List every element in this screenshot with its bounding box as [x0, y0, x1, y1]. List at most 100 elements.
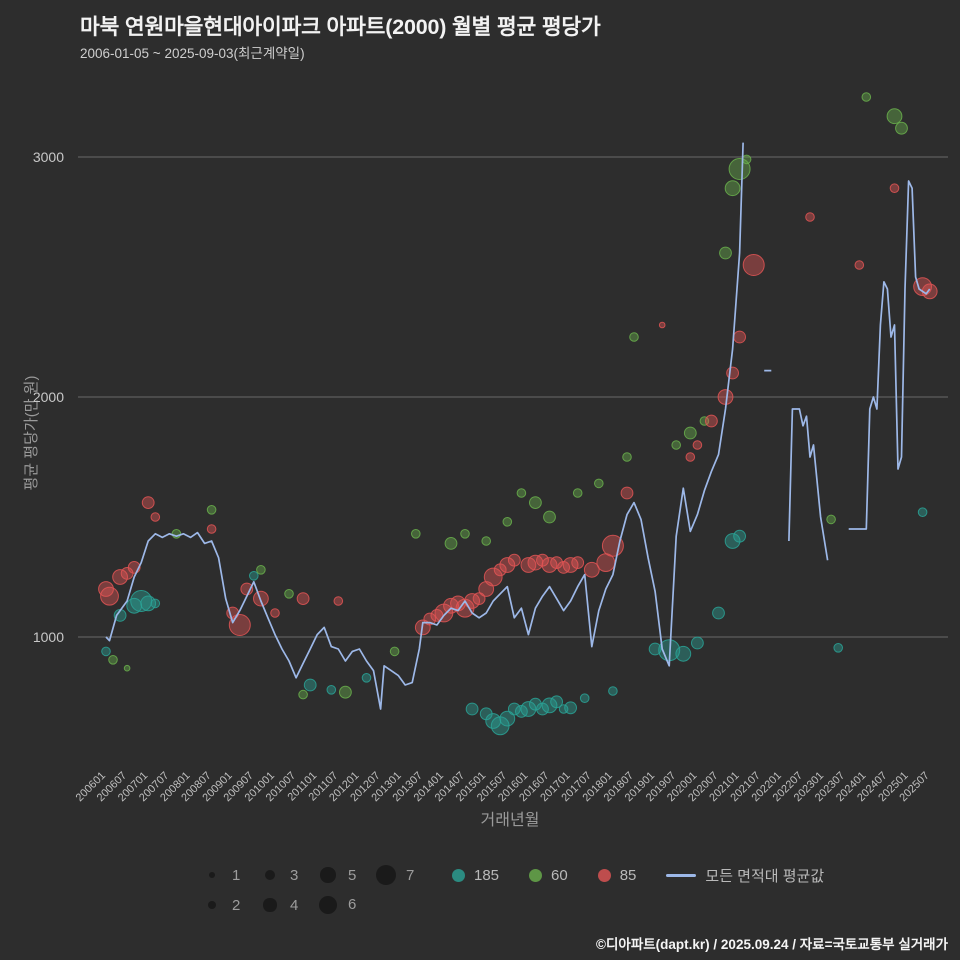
bubble-85	[562, 557, 579, 573]
legend-label-185: 185	[474, 866, 500, 884]
bubble-185	[724, 533, 741, 549]
bubble-85	[550, 556, 563, 569]
legend-item-average-line[interactable]: 모든 면적대 평균값	[666, 865, 824, 886]
legend-size-7[interactable]: 7	[374, 864, 432, 886]
size-circle-icon	[320, 867, 336, 883]
bubble-60	[895, 121, 908, 135]
size-circle-box	[258, 898, 282, 912]
bubble-185	[465, 702, 479, 716]
bubble-185	[833, 643, 844, 653]
bubble-60	[256, 565, 266, 575]
bubble-85	[541, 557, 558, 573]
bubble-185	[564, 701, 577, 715]
legend-item-60[interactable]: 60	[529, 867, 568, 884]
bubble-60	[529, 496, 542, 510]
bubble-185	[541, 697, 558, 714]
bubble-185	[712, 606, 725, 620]
bubble-60	[389, 646, 400, 657]
legend-size-label: 5	[348, 866, 357, 884]
legend-size-label: 2	[232, 896, 241, 914]
average-line	[105, 142, 931, 710]
bubble-60	[719, 246, 732, 260]
bubble-60	[108, 655, 118, 665]
date-range-subtitle: 2006-01-05 ~ 2025-09-03(최근계약일)	[80, 46, 305, 61]
bubble-60	[206, 505, 217, 515]
size-circle-box	[200, 900, 224, 910]
bubble-85	[685, 452, 696, 462]
size-circle-icon	[264, 869, 276, 881]
legend-label-85: 85	[619, 866, 637, 884]
bubble-60	[622, 452, 632, 462]
legend-size-label: 6	[348, 896, 357, 914]
bubble-85	[499, 557, 516, 573]
size-circle-icon	[263, 898, 277, 912]
size-circle-icon	[319, 896, 337, 914]
bubble-85	[430, 609, 444, 622]
bubble-60	[502, 517, 513, 527]
size-circle-icon	[207, 900, 217, 910]
bubble-85	[733, 330, 746, 344]
bubble-60	[861, 92, 872, 102]
size-circle-box	[258, 869, 282, 881]
bubble-85	[889, 183, 900, 193]
bubble-60	[123, 664, 131, 672]
bubble-85	[854, 260, 865, 270]
y-tick-label: 2000	[33, 389, 64, 405]
bubble-185	[361, 673, 372, 683]
bubble-185	[150, 598, 161, 609]
series-legend: 185 60 85 모든 면적대 평균값	[452, 860, 824, 890]
bubble-60	[724, 180, 741, 197]
bubble-60	[826, 514, 836, 525]
bubble-60	[411, 529, 421, 539]
bubble-85	[921, 283, 938, 300]
bubble-size-legend: 1 3 5 7 2 4 6	[200, 860, 432, 920]
legend-size-1[interactable]: 1	[200, 867, 258, 884]
x-axis-title: 거래년월	[480, 812, 540, 829]
legend-label-average-line: 모든 면적대 평균값	[705, 867, 825, 885]
page-title: 마북 연원마을현대아이파크 아파트(2000) 월별 평균 평당가	[80, 15, 601, 39]
bubble-185	[507, 702, 521, 716]
bubble-85	[206, 524, 217, 534]
size-legend-row: 1 3 5 7	[200, 860, 432, 890]
bubble-85	[150, 512, 161, 522]
legend-size-label: 7	[406, 866, 415, 884]
bubble-85	[805, 212, 815, 222]
bubble-85	[333, 596, 344, 606]
bubble-60	[741, 154, 752, 165]
bubble-85	[658, 321, 666, 329]
legend-item-85[interactable]: 85	[597, 866, 637, 884]
legend-size-5[interactable]: 5	[316, 867, 374, 884]
bubble-185	[648, 642, 662, 656]
chart-plot-area: 1000200030002006012006072007012007072008…	[33, 92, 948, 804]
bubble-60	[516, 488, 527, 498]
legend-size-4[interactable]: 4	[258, 897, 316, 914]
y-tick-label: 1000	[33, 629, 64, 645]
bubble-85	[742, 254, 765, 276]
size-circle-box	[316, 867, 340, 883]
bubble-85	[571, 556, 585, 569]
bubble-185	[675, 645, 692, 662]
bubble-60	[444, 537, 458, 550]
bubble-85	[270, 608, 280, 618]
legend-size-3[interactable]: 3	[258, 867, 316, 884]
bubble-185	[499, 710, 516, 727]
legend-item-185[interactable]: 185	[452, 867, 499, 884]
bubble-185	[140, 595, 157, 612]
bubble-185	[249, 571, 259, 581]
bubble-85	[692, 440, 703, 450]
bubble-85	[705, 414, 718, 428]
bubble-85	[112, 569, 128, 585]
legend-size-6[interactable]: 6	[316, 896, 374, 914]
bubble-185	[303, 678, 317, 692]
footer-credit: ©디아파트(dapt.kr) / 2025.09.24 / 자료=국토교통부 실…	[596, 937, 948, 952]
bubble-60	[298, 689, 308, 700]
bubble-60	[671, 440, 682, 450]
bubble-185	[733, 529, 746, 543]
y-tick-label: 3000	[33, 149, 64, 165]
legend-size-2[interactable]: 2	[200, 897, 258, 914]
size-circle-box	[316, 896, 340, 914]
bubble-85	[98, 581, 114, 597]
bubble-185	[550, 695, 563, 709]
bubble-60	[594, 478, 604, 489]
legend-label-60: 60	[551, 866, 568, 884]
